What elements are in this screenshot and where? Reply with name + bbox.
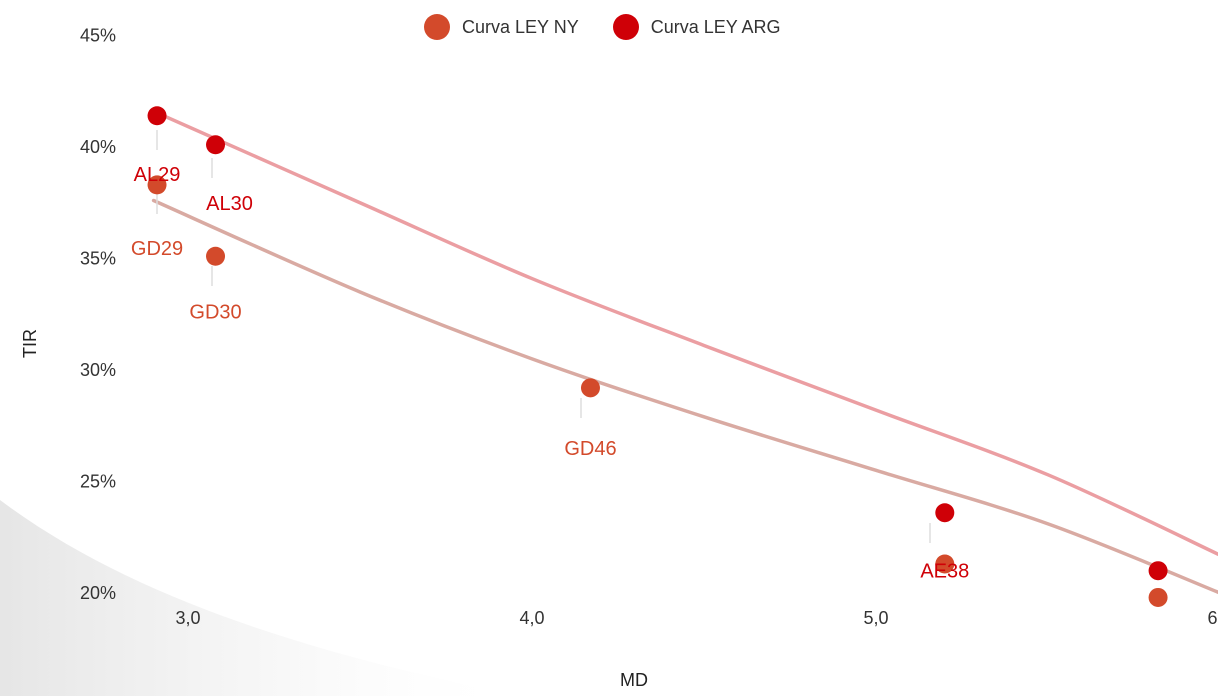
y-tick-label: 35% (80, 249, 116, 269)
y-tick-label: 40% (80, 137, 116, 157)
data-point-arg[interactable] (206, 135, 226, 155)
x-tick-label: 6,0 (1207, 608, 1218, 628)
trend-curves (151, 109, 1218, 595)
data-points (147, 106, 1168, 607)
y-tick-label: 20% (80, 583, 116, 603)
x-axis-ticks: 3,0 4,0 5,0 6,0 (175, 608, 1218, 628)
data-label: GD29 (131, 238, 183, 260)
data-point-ny[interactable] (580, 378, 600, 398)
trend-curve-ny (151, 198, 1218, 595)
background-shade (0, 500, 520, 696)
label-leader-lines (156, 130, 931, 543)
y-tick-label: 30% (80, 360, 116, 380)
y-tick-label: 45% (80, 26, 116, 46)
legend-item-ny[interactable]: Curva LEY NY (424, 14, 579, 40)
x-axis-title: MD (620, 670, 648, 690)
legend-item-arg[interactable]: Curva LEY ARG (612, 14, 781, 40)
data-labels: GD29 GD30 GD46 AL29 AL30 AE38 (131, 164, 969, 583)
data-label: AL29 (134, 164, 181, 186)
y-axis-title: TIR (20, 329, 40, 358)
data-point-arg[interactable] (1148, 561, 1168, 581)
data-label: GD46 (564, 438, 616, 460)
data-point-ny[interactable] (935, 554, 955, 574)
trend-curve-arg (151, 109, 1218, 557)
legend-marker-ny (424, 14, 450, 40)
legend-label-arg: Curva LEY ARG (650, 16, 781, 37)
data-point-ny[interactable] (147, 175, 167, 195)
x-tick-label: 5,0 (863, 608, 888, 628)
y-axis-ticks: 20% 25% 30% 35% 40% 45% (80, 26, 116, 604)
data-label: GD30 (189, 301, 241, 323)
legend: Curva LEY NY Curva LEY ARG (424, 14, 780, 40)
y-tick-label: 25% (80, 472, 116, 492)
data-point-arg[interactable] (935, 503, 955, 523)
data-label: AL30 (206, 193, 253, 215)
x-tick-label: 3,0 (175, 608, 200, 628)
data-point-arg[interactable] (147, 106, 167, 126)
x-tick-label: 4,0 (519, 608, 544, 628)
data-point-ny[interactable] (1148, 587, 1168, 607)
legend-label-ny: Curva LEY NY (462, 16, 579, 37)
data-label: AE38 (920, 561, 969, 583)
data-point-ny[interactable] (206, 246, 226, 266)
legend-marker-arg (612, 14, 639, 40)
